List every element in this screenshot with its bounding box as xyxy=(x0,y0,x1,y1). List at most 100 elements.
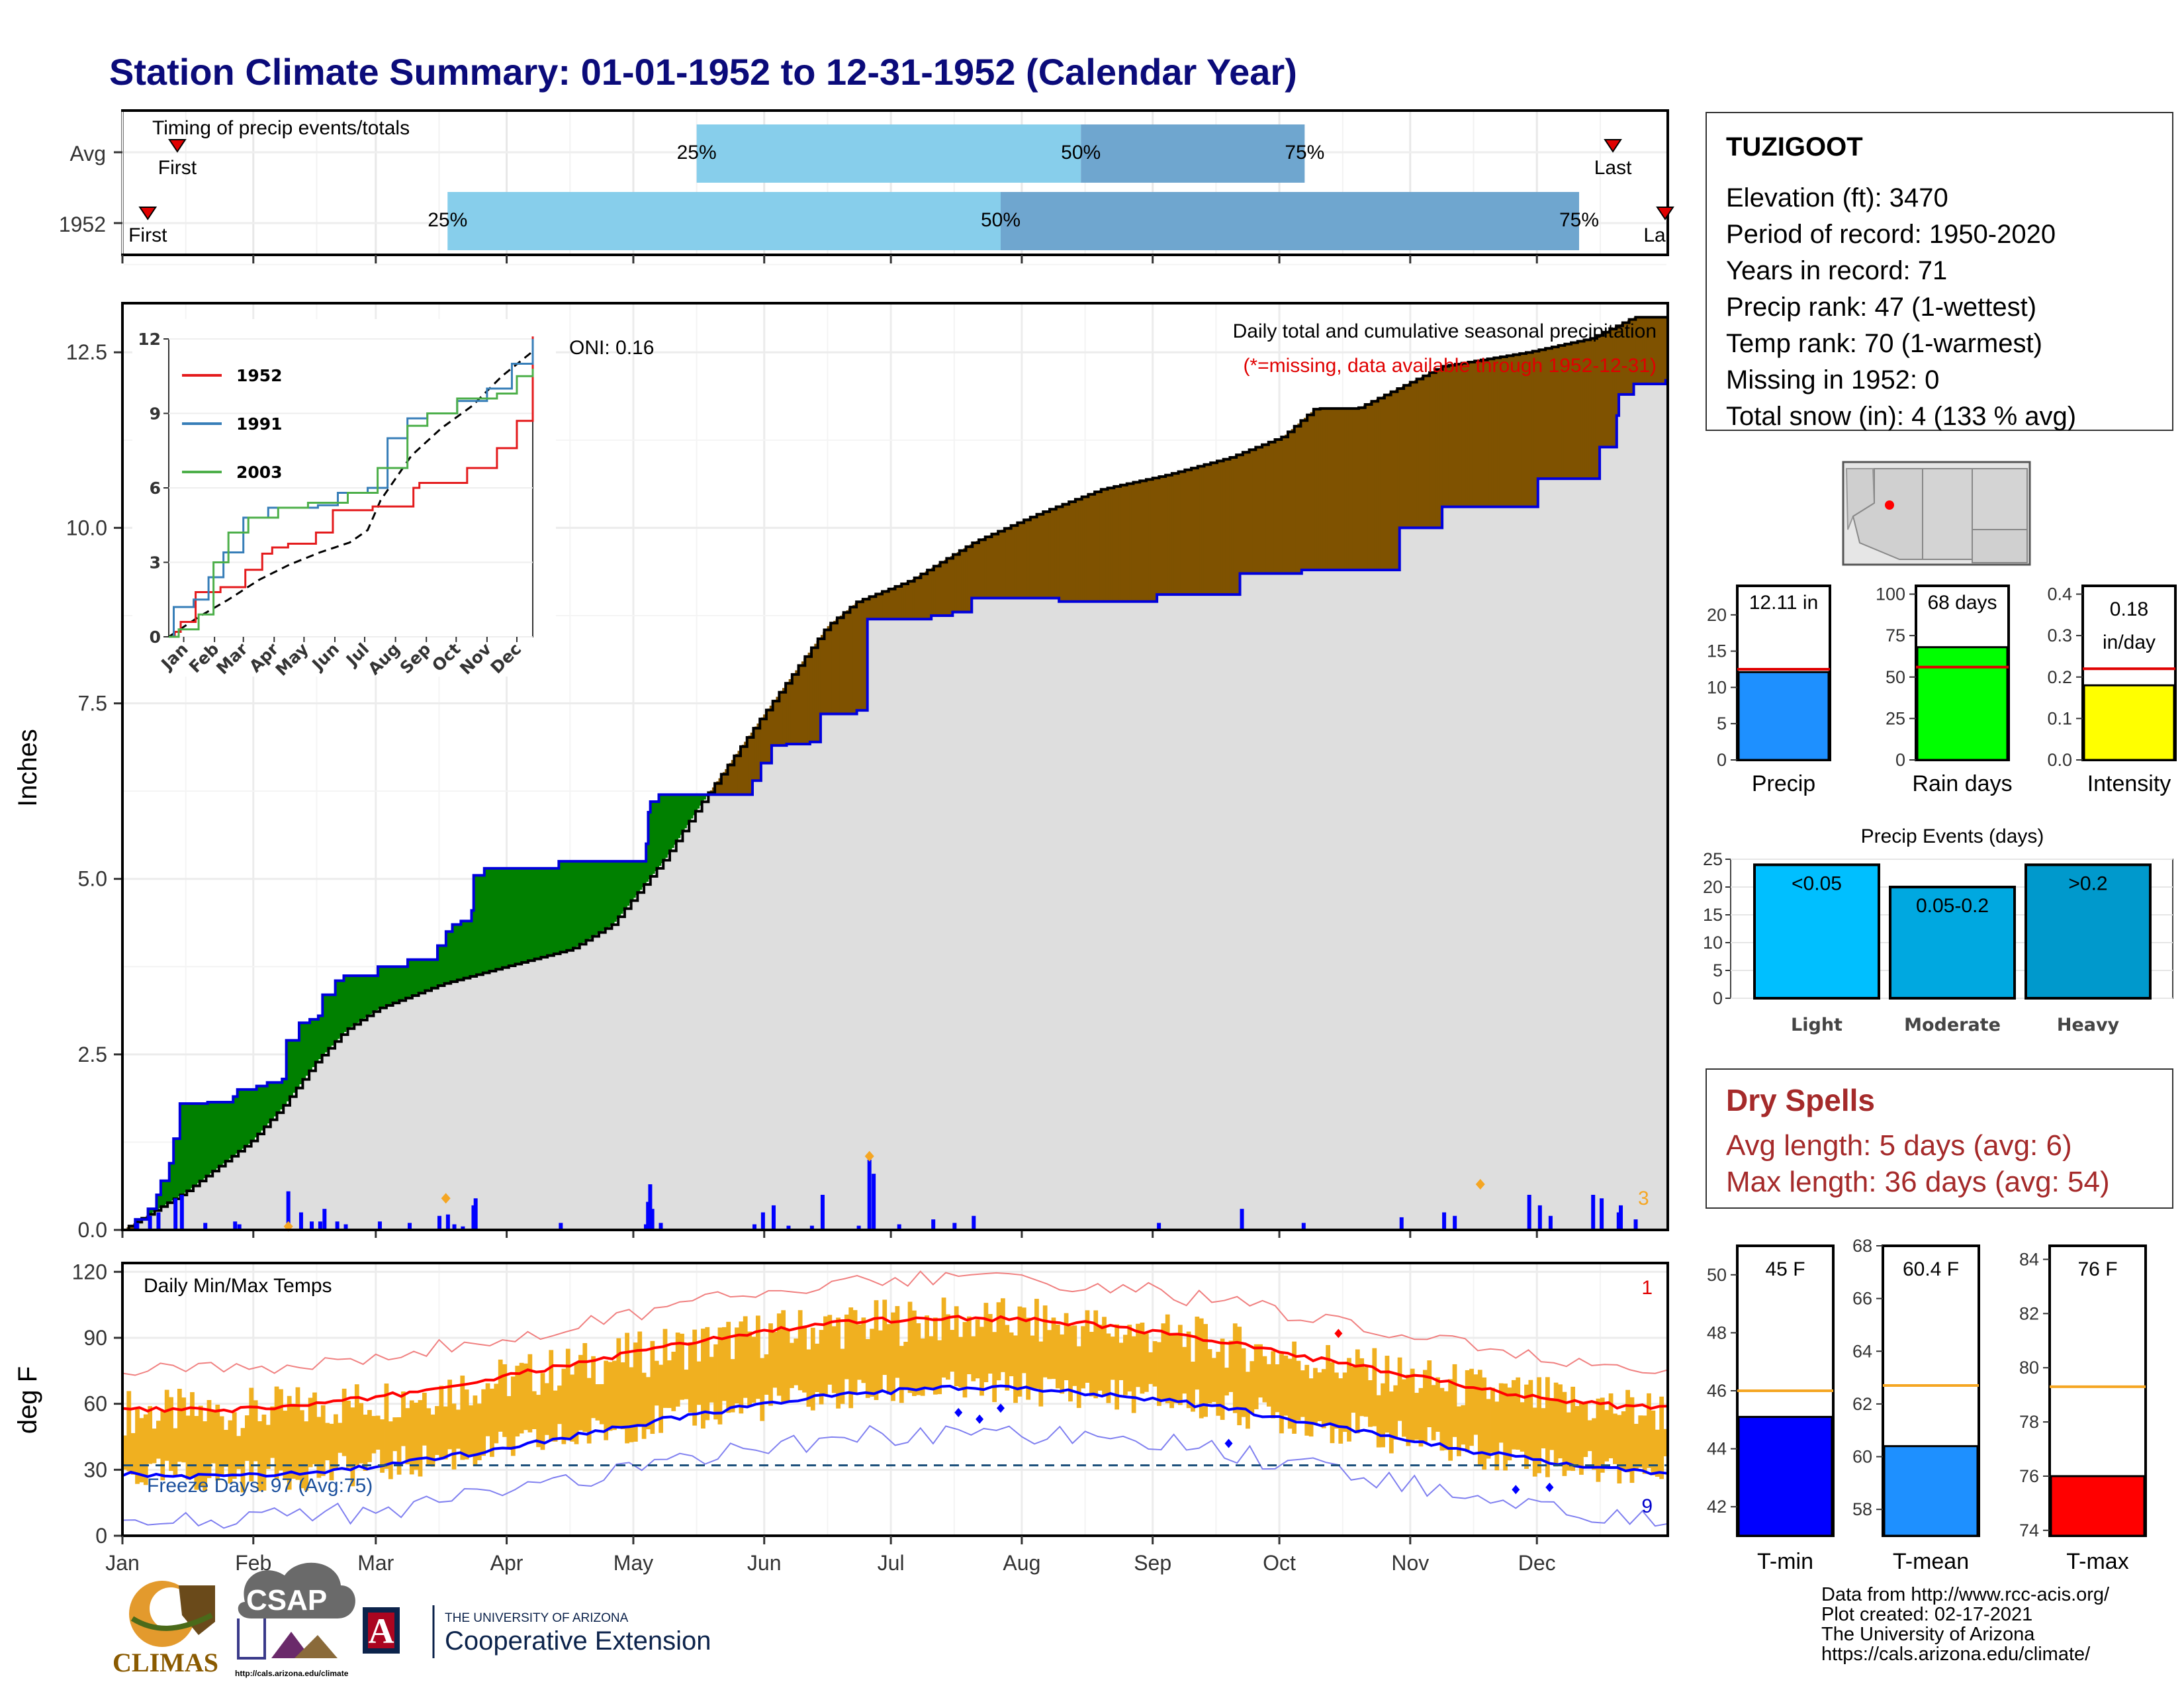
precip-departure-strip xyxy=(1565,344,1569,479)
precip-departure-strip xyxy=(1086,494,1089,602)
timing-label-q75: 75% xyxy=(1285,142,1324,164)
precip-departure-strip xyxy=(608,861,611,927)
daily-temp-bar xyxy=(206,1399,212,1478)
daily-temp-bar xyxy=(359,1403,364,1464)
daily-temp-bar xyxy=(946,1314,950,1380)
precip-departure-strip xyxy=(1510,355,1513,507)
daily-temp-bar xyxy=(1308,1378,1314,1437)
precip-departure-strip xyxy=(782,688,785,746)
precip-departure-strip xyxy=(948,557,951,616)
T-min-ytick-label: 48 xyxy=(1707,1323,1727,1342)
precip-departure-strip xyxy=(657,802,660,868)
precip-departure-strip xyxy=(1614,326,1617,447)
temp-count-top: 1 xyxy=(1641,1277,1653,1299)
precip-departure-strip xyxy=(797,667,800,745)
precip-departure-strip xyxy=(1269,442,1273,574)
daily-temp-bar xyxy=(641,1372,647,1439)
precip-departure-strip xyxy=(416,959,419,994)
precip-departure-strip xyxy=(1033,516,1036,598)
Precip-value-label: 12.11 in xyxy=(1749,592,1819,614)
precip-departure-strip xyxy=(774,700,776,746)
precip-departure-strip xyxy=(976,541,979,598)
precip-departure-strip xyxy=(1582,340,1586,479)
precip-departure-strip xyxy=(363,976,366,1019)
daily-temp-bar xyxy=(1085,1310,1090,1383)
daily-temp-bar xyxy=(790,1342,794,1388)
events-ytick-label: 15 xyxy=(1703,905,1723,925)
daily-temp-bar xyxy=(329,1423,334,1481)
daily-precip-bar xyxy=(643,1224,648,1230)
precip-departure-strip xyxy=(524,868,527,962)
record-temp-marker xyxy=(1224,1438,1233,1448)
daily-temp-bar xyxy=(523,1363,528,1430)
precip-departure-strip xyxy=(226,1102,230,1160)
daily-temp-bar xyxy=(671,1352,676,1411)
T-max-bar xyxy=(2050,1475,2146,1537)
precip-departure-strip xyxy=(1014,524,1017,598)
precip-departure-strip xyxy=(888,588,891,620)
precip-departure-strip xyxy=(1035,514,1038,598)
daily-temp-bar xyxy=(249,1387,254,1482)
precip-departure-strip xyxy=(1640,317,1643,384)
precip-departure-strip xyxy=(1068,502,1070,602)
precip-departure-strip xyxy=(1075,498,1079,602)
precip-departure-strip xyxy=(280,1082,283,1109)
precip-departure-strip xyxy=(967,545,970,612)
precip-departure-strip xyxy=(1518,353,1522,507)
precip-departure-strip xyxy=(1127,483,1130,602)
daily-temp-bar xyxy=(1300,1370,1305,1417)
precip-departure-strip xyxy=(1037,514,1040,598)
precip-departure-strip xyxy=(261,1086,263,1131)
daily-temp-bar xyxy=(1191,1361,1195,1412)
daily-precip-bar xyxy=(820,1194,825,1230)
daily-temp-bar xyxy=(675,1333,680,1407)
precip-departure-strip xyxy=(1455,364,1458,507)
daily-temp-bar xyxy=(185,1415,191,1480)
month-label: Jun xyxy=(747,1551,782,1575)
precip-departure-strip xyxy=(754,726,758,781)
month-label: Oct xyxy=(1263,1551,1296,1575)
precip-departure-strip xyxy=(1369,402,1373,571)
precip-departure-strip xyxy=(1276,439,1279,574)
precip-departure-strip xyxy=(972,543,975,598)
precip-departure-strip xyxy=(244,1089,247,1147)
precip-departure-strip xyxy=(377,966,381,1009)
first-event-label: First xyxy=(128,224,167,246)
T-max-ytick-label: 74 xyxy=(2019,1521,2039,1540)
precip-departure-strip xyxy=(697,794,700,809)
Intensity-bar xyxy=(2083,684,2175,761)
Intensity-ytick-label: 0.0 xyxy=(2047,750,2072,770)
daily-precip-bar xyxy=(377,1221,382,1230)
precip-departure-strip xyxy=(1525,352,1528,507)
daily-temp-bar xyxy=(692,1329,698,1426)
precip-departure-strip xyxy=(1346,408,1349,571)
daily-temp-bar xyxy=(1410,1368,1415,1442)
daily-precip-bar xyxy=(1301,1223,1306,1230)
precip-departure-strip xyxy=(1161,476,1164,595)
precip-ytick-label: 10.0 xyxy=(66,516,107,539)
daily-temp-bar xyxy=(1562,1391,1567,1476)
daily-precip-bar xyxy=(1616,1212,1621,1230)
timing-label-q50: 50% xyxy=(1061,142,1101,164)
precip-departure-strip xyxy=(942,561,945,616)
precip-departure-strip xyxy=(665,794,668,858)
credit-data-source: Data from http://www.rcc-acis.org/ xyxy=(1821,1584,2110,1605)
daily-temp-bar xyxy=(143,1414,148,1485)
csap-logo-text: CSAP xyxy=(246,1584,327,1617)
daily-temp-bar xyxy=(1258,1344,1263,1398)
precip-departure-strip xyxy=(1463,363,1467,507)
precip-departure-strip xyxy=(827,626,830,714)
precip-departure-strip xyxy=(1052,508,1056,598)
daily-temp-bar xyxy=(384,1383,389,1469)
precip-departure-strip xyxy=(573,861,576,948)
events-ytick-label: 0 xyxy=(1713,988,1723,1008)
daily-temp-bar xyxy=(405,1408,410,1465)
daily-temp-bar xyxy=(1326,1344,1331,1426)
precip-departure-strip xyxy=(1046,510,1049,598)
precip-departure-strip xyxy=(614,861,617,922)
precip-departure-strip xyxy=(420,959,424,993)
precip-departure-strip xyxy=(1327,408,1330,571)
precip-departure-strip xyxy=(586,861,589,941)
daily-temp-bar xyxy=(279,1389,283,1471)
events-bar-label-Heavy: >0.2 xyxy=(2068,872,2107,894)
